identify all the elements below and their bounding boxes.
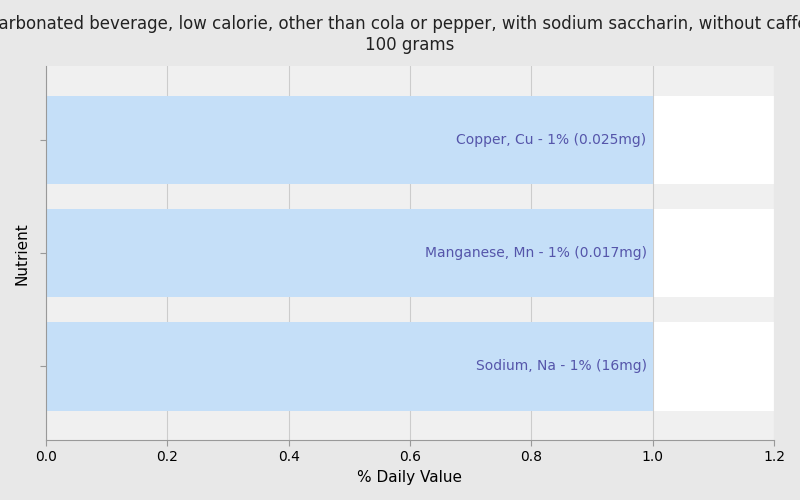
Bar [46, 298, 774, 322]
X-axis label: % Daily Value: % Daily Value [358, 470, 462, 485]
Text: Copper, Cu - 1% (0.025mg): Copper, Cu - 1% (0.025mg) [457, 133, 646, 147]
Title: Carbonated beverage, low calorie, other than cola or pepper, with sodium sacchar: Carbonated beverage, low calorie, other … [0, 15, 800, 54]
Bar [46, 96, 653, 184]
Text: Manganese, Mn - 1% (0.017mg): Manganese, Mn - 1% (0.017mg) [425, 246, 646, 260]
Bar [46, 184, 774, 209]
Y-axis label: Nutrient: Nutrient [15, 222, 30, 284]
Bar [46, 209, 653, 298]
Text: Sodium, Na - 1% (16mg): Sodium, Na - 1% (16mg) [475, 360, 646, 374]
Bar [46, 322, 653, 410]
Bar [46, 410, 774, 440]
Bar [46, 66, 774, 96]
